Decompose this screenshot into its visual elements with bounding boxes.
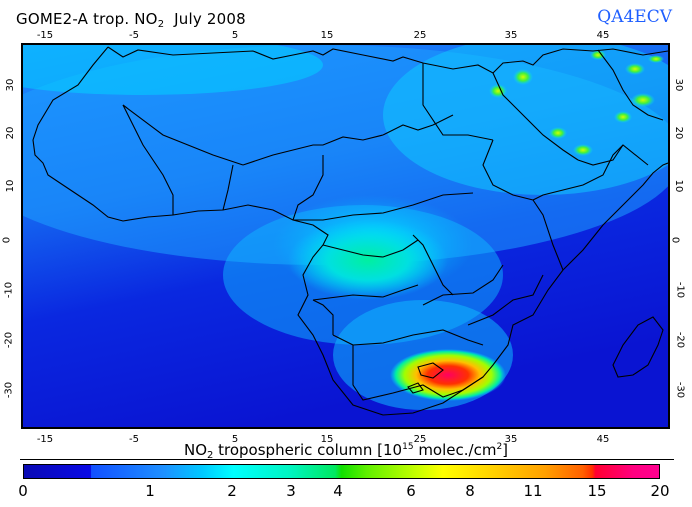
colorbar-tick: 15: [587, 482, 607, 500]
cbar-label-sub: 2: [207, 450, 214, 461]
y-tick-left: -20: [3, 331, 15, 349]
brand-logo: QA4ECV: [597, 7, 672, 27]
x-tick-bottom: 25: [413, 434, 427, 445]
y-tick-right: -30: [674, 381, 686, 399]
cbar-label-text: molec./cm: [413, 441, 497, 459]
colorbar-tick: 20: [650, 482, 670, 500]
cbar-label-text: NO: [183, 441, 207, 459]
x-tick-bottom: 35: [504, 434, 518, 445]
y-tick-left: 30: [4, 78, 16, 92]
colorbar-tick: 3: [286, 482, 296, 500]
cbar-label-sup: 15: [402, 442, 414, 452]
colorbar-tick: 6: [406, 482, 416, 500]
x-tick-top: -5: [129, 30, 139, 41]
x-tick-top: 15: [320, 30, 334, 41]
x-tick-bottom: 15: [320, 434, 334, 445]
y-tick-left: -30: [3, 381, 15, 399]
x-tick-bottom: -15: [36, 434, 54, 445]
colorbar-label: NO2 tropospheric column [1015 molec./cm2…: [0, 441, 692, 461]
x-tick-top: 25: [413, 30, 427, 41]
map-title: GOME2-A trop. NO2 July 2008: [16, 10, 246, 30]
y-tick-right: 20: [672, 126, 684, 140]
cbar-label-text: ]: [502, 441, 509, 459]
y-tick-right: 0: [669, 236, 681, 244]
y-tick-right: 10: [672, 179, 684, 193]
cbar-label-sup: 2: [496, 442, 503, 452]
x-tick-bottom: 5: [231, 434, 239, 445]
colorbar-tick: 1: [145, 482, 155, 500]
title-text: GOME2-A trop. NO: [16, 10, 158, 28]
y-tick-right: 30: [672, 78, 684, 92]
colorbar-tick: 8: [465, 482, 475, 500]
y-tick-left: 0: [1, 236, 13, 244]
x-tick-bottom: -5: [129, 434, 139, 445]
colorbar-tick: 11: [523, 482, 543, 500]
colorbar-tick: 4: [333, 482, 343, 500]
x-tick-top: -15: [36, 30, 54, 41]
x-tick-top: 35: [504, 30, 518, 41]
y-tick-right: -10: [674, 281, 686, 299]
y-tick-left: 10: [4, 179, 16, 193]
title-date: July 2008: [164, 10, 246, 28]
map-graphic: [23, 45, 668, 427]
y-tick-left: 20: [4, 126, 16, 140]
colorbar-tick: 0: [18, 482, 28, 500]
y-tick-left: -10: [3, 281, 15, 299]
x-tick-top: 45: [596, 30, 610, 41]
colorbar-tick: 2: [227, 482, 237, 500]
y-tick-right: -20: [674, 331, 686, 349]
no2-map[interactable]: [21, 43, 670, 429]
colorbar-divider: [20, 459, 674, 460]
x-tick-top: 5: [231, 30, 239, 41]
x-tick-bottom: 45: [596, 434, 610, 445]
colorbar: [23, 464, 660, 479]
title-subscript: 2: [157, 19, 165, 30]
cbar-label-text: tropospheric column [10: [213, 441, 403, 459]
